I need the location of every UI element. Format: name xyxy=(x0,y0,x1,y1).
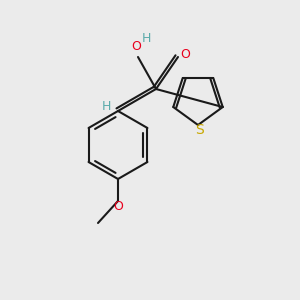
Text: H: H xyxy=(141,32,151,44)
Text: O: O xyxy=(131,40,141,53)
Text: S: S xyxy=(195,123,203,137)
Text: O: O xyxy=(113,200,123,212)
Text: O: O xyxy=(180,47,190,61)
Text: H: H xyxy=(101,100,111,113)
